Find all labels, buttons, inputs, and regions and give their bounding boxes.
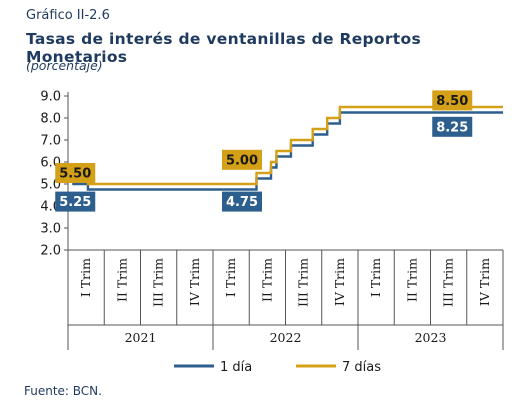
x-quarter-label: II Trim	[114, 258, 129, 302]
chart-title: Tasas de interés de ventanillas de Repor…	[26, 30, 421, 66]
data-label: 5.50	[59, 167, 91, 182]
legend-label: 7 días	[342, 360, 381, 375]
data-label-box	[222, 191, 262, 212]
legend-label: 1 día	[220, 360, 252, 375]
x-quarter-label: I Trim	[368, 258, 383, 297]
figure-number: Gráfico II-2.6	[26, 8, 110, 23]
x-quarter-label: III Trim	[441, 258, 456, 307]
x-quarter-label: III Trim	[296, 258, 311, 307]
data-label: 5.25	[59, 195, 91, 210]
y-tick-label: 2.0	[40, 244, 61, 259]
chart-subtitle: (porcentaje)	[26, 58, 103, 73]
x-year-label: 2021	[125, 330, 157, 345]
x-quarter-label: IV Trim	[332, 258, 347, 306]
source-note: Fuente: BCN.	[24, 384, 102, 398]
x-quarter-label: IV Trim	[187, 258, 202, 306]
data-label-box	[55, 163, 96, 183]
data-label-box	[222, 149, 262, 170]
y-tick-label: 9.0	[40, 90, 61, 105]
x-quarter-label: III Trim	[151, 258, 166, 307]
x-year-label: 2023	[415, 330, 447, 345]
data-label: 5.00	[226, 153, 258, 168]
y-tick-label: 8.0	[40, 112, 61, 127]
data-label: 8.25	[436, 120, 468, 135]
x-year-label: 2022	[270, 330, 302, 345]
x-quarter-label: II Trim	[259, 258, 274, 302]
data-label-box	[55, 191, 96, 212]
y-tick-label: 7.0	[40, 134, 61, 149]
data-label-box	[432, 116, 473, 137]
data-label-box	[432, 90, 473, 111]
y-tick-label: 3.0	[40, 222, 61, 237]
x-quarter-label: I Trim	[223, 258, 238, 297]
x-quarter-label: IV Trim	[477, 258, 492, 306]
data-label: 8.50	[436, 94, 468, 109]
x-quarter-label: II Trim	[404, 258, 419, 302]
x-quarter-label: I Trim	[78, 258, 93, 297]
data-label: 4.75	[226, 195, 258, 210]
